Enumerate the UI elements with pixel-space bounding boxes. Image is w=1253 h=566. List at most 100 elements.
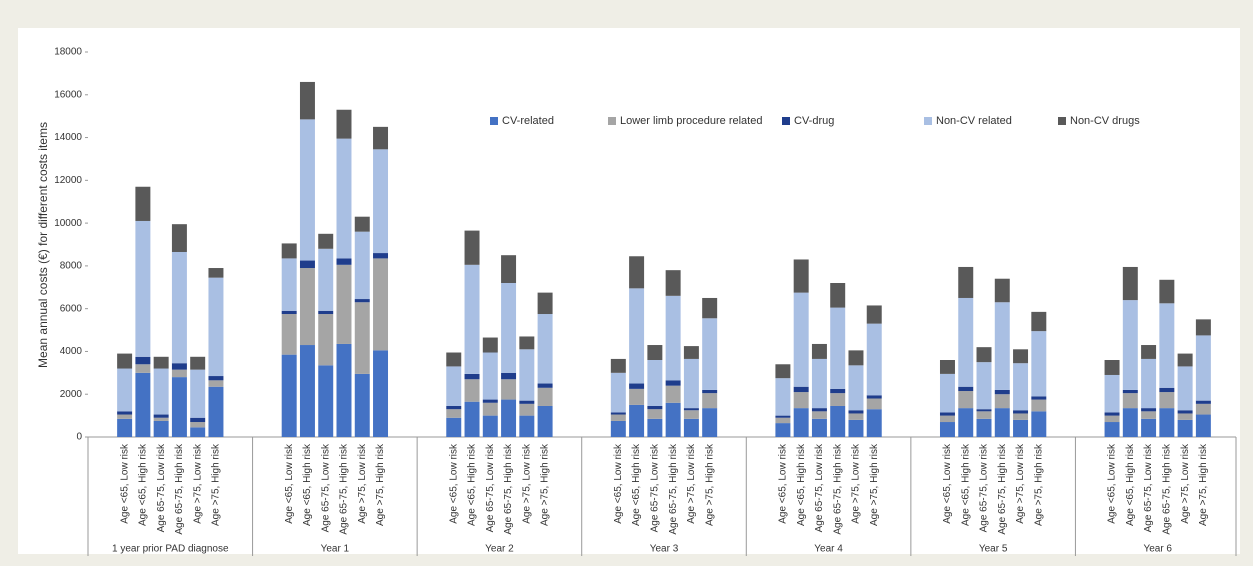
bar-segment (208, 386, 224, 437)
bar-segment (153, 417, 169, 421)
bar-segment (1122, 266, 1138, 301)
bar-segment (683, 408, 699, 411)
group-label: 1 year prior PAD diagnose (112, 544, 229, 555)
bar-segment (281, 314, 297, 355)
bar-segment (1104, 360, 1120, 375)
bar-segment (373, 258, 389, 351)
bar-segment (665, 380, 681, 386)
bar-segment (629, 383, 645, 389)
bar-segment (610, 412, 626, 415)
bar-segment (647, 418, 663, 437)
bar-segment (373, 350, 389, 437)
bar-segment (464, 373, 480, 380)
bar-segment (1141, 408, 1157, 412)
bar-segment (336, 343, 352, 437)
bar-segment (318, 233, 334, 249)
bar-segment (464, 379, 480, 402)
bar-segment (1122, 393, 1138, 409)
bar-segment (519, 336, 535, 350)
bar-segment (354, 231, 370, 300)
bar-segment (208, 268, 224, 278)
bar-segment (1177, 353, 1193, 367)
y-tick-label: 2000 (60, 389, 83, 400)
bar-segment (976, 347, 992, 363)
group-label: Year 5 (979, 544, 1008, 555)
x-tick-label: Age >75, Low risk (1015, 443, 1026, 524)
bar-segment (336, 264, 352, 344)
x-tick-label: Age 65-75, Low risk (320, 443, 331, 532)
bar-segment (1013, 419, 1029, 437)
bar-segment (1013, 349, 1029, 364)
x-tick-label: Age 65-75, High risk (339, 443, 350, 535)
legend-swatch (1058, 117, 1066, 125)
bar-segment (1013, 410, 1029, 414)
bar-segment (647, 409, 663, 419)
bar-segment (1177, 410, 1193, 414)
bar-segment (281, 310, 297, 315)
legend-swatch (782, 117, 790, 125)
bar-segment (501, 372, 517, 380)
bar-segment (958, 391, 974, 409)
bar-segment (702, 297, 718, 319)
bar-segment (683, 418, 699, 437)
bar-segment (501, 283, 517, 373)
x-tick-label: Age <65, Low risk (1107, 443, 1118, 524)
bar-segment (519, 415, 535, 437)
bar-segment (647, 405, 663, 410)
bar-segment (629, 404, 645, 437)
bar-segment (1031, 331, 1047, 397)
x-tick-label: Age >75, Low risk (686, 443, 697, 524)
bar-segment (1141, 411, 1157, 419)
x-tick-label: Age >75, Low risk (851, 443, 862, 524)
legend-label: Non-CV drugs (1070, 115, 1140, 127)
bar-segment (171, 224, 187, 252)
bar-segment (373, 253, 389, 259)
bar-segment (775, 378, 791, 416)
bar-segment (153, 368, 169, 415)
bar-segment (299, 81, 315, 120)
bar-segment (446, 417, 462, 437)
bar-segment (190, 369, 206, 418)
group-label: Year 6 (1143, 544, 1172, 555)
x-tick-label: Age 65-75, Low risk (814, 443, 825, 532)
y-tick-label: 8000 (60, 261, 83, 272)
bar-segment (318, 248, 334, 311)
bar-segment (647, 345, 663, 360)
x-tick-label: Age 65-75, High risk (997, 443, 1008, 535)
bar-segment (1195, 403, 1211, 415)
x-tick-label: Age <65, Low risk (284, 443, 295, 524)
bar-segment (135, 372, 151, 437)
legend-label: CV-drug (794, 115, 834, 127)
bar-segment (793, 259, 809, 293)
bar-segment (501, 399, 517, 437)
bar-segment (848, 413, 864, 420)
x-tick-label: Age <65, Low risk (448, 443, 459, 524)
legend-swatch (490, 117, 498, 125)
bar-segment (958, 266, 974, 298)
bar-segment (775, 417, 791, 424)
bar-segment (1177, 366, 1193, 411)
bar-segment (299, 345, 315, 437)
bar-segment (629, 256, 645, 289)
x-tick-label: Age 65-75, High risk (503, 443, 514, 535)
bar-segment (994, 389, 1010, 395)
bar-segment (171, 251, 187, 364)
bar-segment (153, 414, 169, 418)
bar-segment (135, 356, 151, 365)
y-tick-label: 18000 (54, 47, 82, 58)
x-tick-label: Age <65, High risk (796, 443, 807, 526)
bar-segment (811, 418, 827, 437)
bar-segment (811, 358, 827, 409)
bar-segment (994, 408, 1010, 437)
bar-segment (647, 360, 663, 406)
bar-segment (117, 353, 133, 369)
x-tick-label: Age <65, High risk (631, 443, 642, 526)
x-tick-label: Age >75, Low risk (1180, 443, 1191, 524)
bar-segment (318, 314, 334, 366)
group-label: Year 2 (485, 544, 514, 555)
bar-segment (537, 383, 553, 388)
x-tick-label: Age 65-75, Low risk (485, 443, 496, 532)
bar-segment (1122, 408, 1138, 437)
x-tick-label: Age >75, High risk (869, 443, 880, 526)
bar-segment (994, 278, 1010, 303)
